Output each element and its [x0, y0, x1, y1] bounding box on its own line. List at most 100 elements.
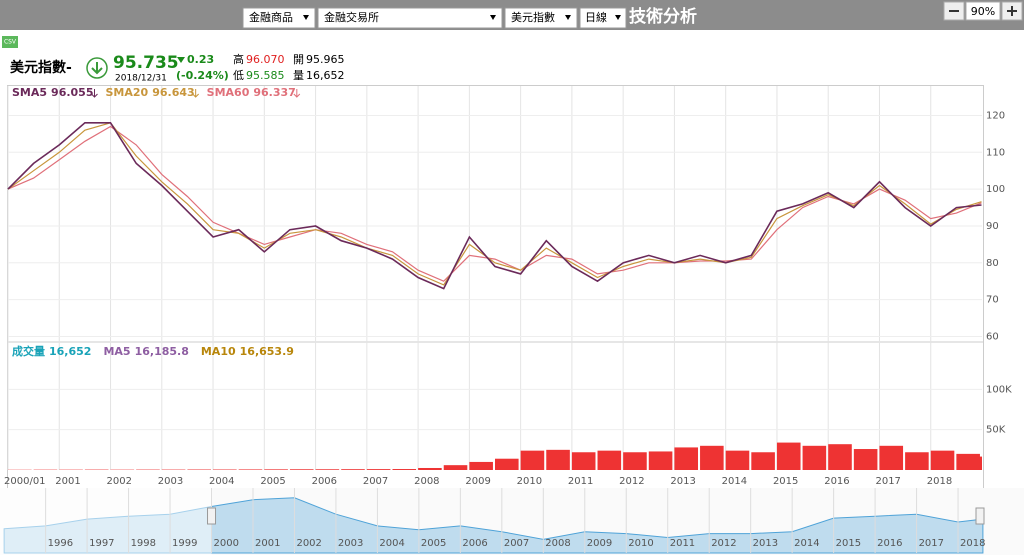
symbol-dropdown[interactable]	[504, 7, 578, 29]
x-tick-label: 2007	[363, 476, 388, 487]
legend-name: MA5	[103, 345, 130, 358]
legend-name: SMA5	[12, 86, 47, 99]
volume-bar	[597, 450, 622, 470]
volume-bar	[264, 469, 288, 470]
volume-bar	[725, 450, 750, 470]
volume-bar	[571, 452, 596, 470]
navigator-handle[interactable]	[207, 507, 217, 525]
x-tick-label: 2009	[465, 476, 490, 487]
volume-bar	[958, 456, 982, 470]
legend-value: 16,653.9	[240, 345, 294, 358]
legend-entry: SMA60 96.337	[207, 86, 296, 99]
y-tick-label: 60	[986, 331, 999, 342]
x-tick-label: 2017	[875, 476, 900, 487]
x-tick-label: 2000/01	[4, 476, 46, 487]
dropdown-arrow	[615, 15, 621, 20]
x-tick-label: 2014	[722, 476, 747, 487]
csv-button[interactable]	[2, 36, 18, 48]
y-tick-label: 110	[986, 147, 1005, 158]
volume-bar	[289, 469, 314, 470]
down-arrow	[91, 62, 103, 75]
csv-label: CSV	[4, 39, 17, 46]
navigator-tick-label: 2000	[214, 538, 239, 549]
open-label: 開	[293, 53, 304, 66]
trend-arrow	[192, 89, 200, 98]
legend-value: 96.055	[51, 86, 93, 99]
high-label: 高	[233, 52, 244, 66]
volume-bar	[546, 449, 570, 470]
legend-name: SMA20	[106, 86, 149, 99]
zoom-box	[965, 1, 1001, 21]
volume-bar	[315, 469, 340, 470]
volume-bar	[905, 452, 929, 470]
y-tick-label: 100	[986, 184, 1005, 195]
navigator-tick-label: 1997	[89, 538, 114, 549]
plot-frame	[7, 85, 984, 490]
legend-value: 16,652	[49, 345, 91, 358]
x-tick-label: 2012	[619, 476, 644, 487]
volume-bar	[366, 469, 391, 470]
x-tick-label: 2006	[312, 476, 337, 487]
change-icon	[177, 57, 185, 63]
navigator-tick-label: 1996	[48, 538, 73, 549]
navigator-tick-label: 2011	[670, 538, 695, 549]
legend-entry: SMA20 96.643	[106, 86, 195, 99]
quote-change: 0.23	[187, 53, 214, 66]
quote-change-pct: (-0.24%)	[176, 69, 229, 82]
period-dropdown[interactable]	[579, 7, 627, 29]
x-tick-label: 2002	[107, 476, 132, 487]
product-dropdown[interactable]	[242, 7, 316, 29]
volume-bar	[495, 458, 519, 470]
y-tick-label: 80	[986, 258, 999, 269]
navigator-tick-label: 2006	[462, 538, 487, 549]
x-tick-label: 2005	[260, 476, 285, 487]
x-tick-label: 2011	[568, 476, 593, 487]
zoom-level: 90%	[971, 5, 995, 18]
navigator-tick-label: 2004	[379, 538, 404, 549]
volume-bar	[443, 465, 468, 470]
quote-name: 美元指數-	[10, 59, 72, 76]
navigator-tick-label: 2012	[711, 538, 736, 549]
quote-price: 95.735	[113, 53, 179, 73]
volume-bar	[802, 445, 827, 470]
volume-bar	[469, 461, 493, 470]
volume-bar	[700, 445, 724, 470]
legend-name: SMA60	[207, 86, 250, 99]
open-value: 95.965	[306, 53, 345, 66]
exchange-label: 金融交易所	[324, 10, 379, 24]
trend-arrow	[91, 89, 98, 98]
x-tick-label: 2018	[927, 476, 952, 487]
legend-entry: MA5 16,185.8	[103, 345, 188, 358]
volume-bar	[520, 450, 545, 470]
navigator-tick-label: 2001	[255, 538, 280, 549]
trend-arrow	[293, 89, 301, 98]
navigator-unselected	[0, 488, 212, 555]
legend-value: 96.337	[253, 86, 295, 99]
dropdown-arrow	[490, 15, 496, 20]
navigator-tick-label: 2013	[753, 538, 778, 549]
navigator-tick-label: 2007	[504, 538, 529, 549]
navigator-handle[interactable]	[975, 507, 985, 525]
navigator-tick-label: 2014	[794, 538, 819, 549]
series-line	[7, 125, 982, 282]
x-tick-label: 2003	[158, 476, 183, 487]
volume-bar	[648, 451, 673, 470]
legend-name: MA10	[201, 345, 236, 358]
volume-bar	[238, 469, 263, 470]
series-line	[7, 122, 982, 286]
volume-bar	[776, 442, 801, 470]
x-tick-label: 2015	[773, 476, 798, 487]
volume-bar	[392, 469, 417, 470]
legend-entry: MA10 16,653.9	[201, 345, 294, 358]
high-value: 96.070	[246, 53, 285, 66]
product-label: 金融商品	[249, 10, 293, 24]
x-tick-label: 2013	[670, 476, 695, 487]
volume-bar	[828, 444, 852, 470]
x-tick-label: 2004	[209, 476, 234, 487]
volume-bar	[674, 447, 699, 470]
navigator-tick-label: 2017	[919, 538, 944, 549]
low-label: 低	[233, 69, 244, 82]
exchange-dropdown[interactable]	[317, 7, 503, 29]
